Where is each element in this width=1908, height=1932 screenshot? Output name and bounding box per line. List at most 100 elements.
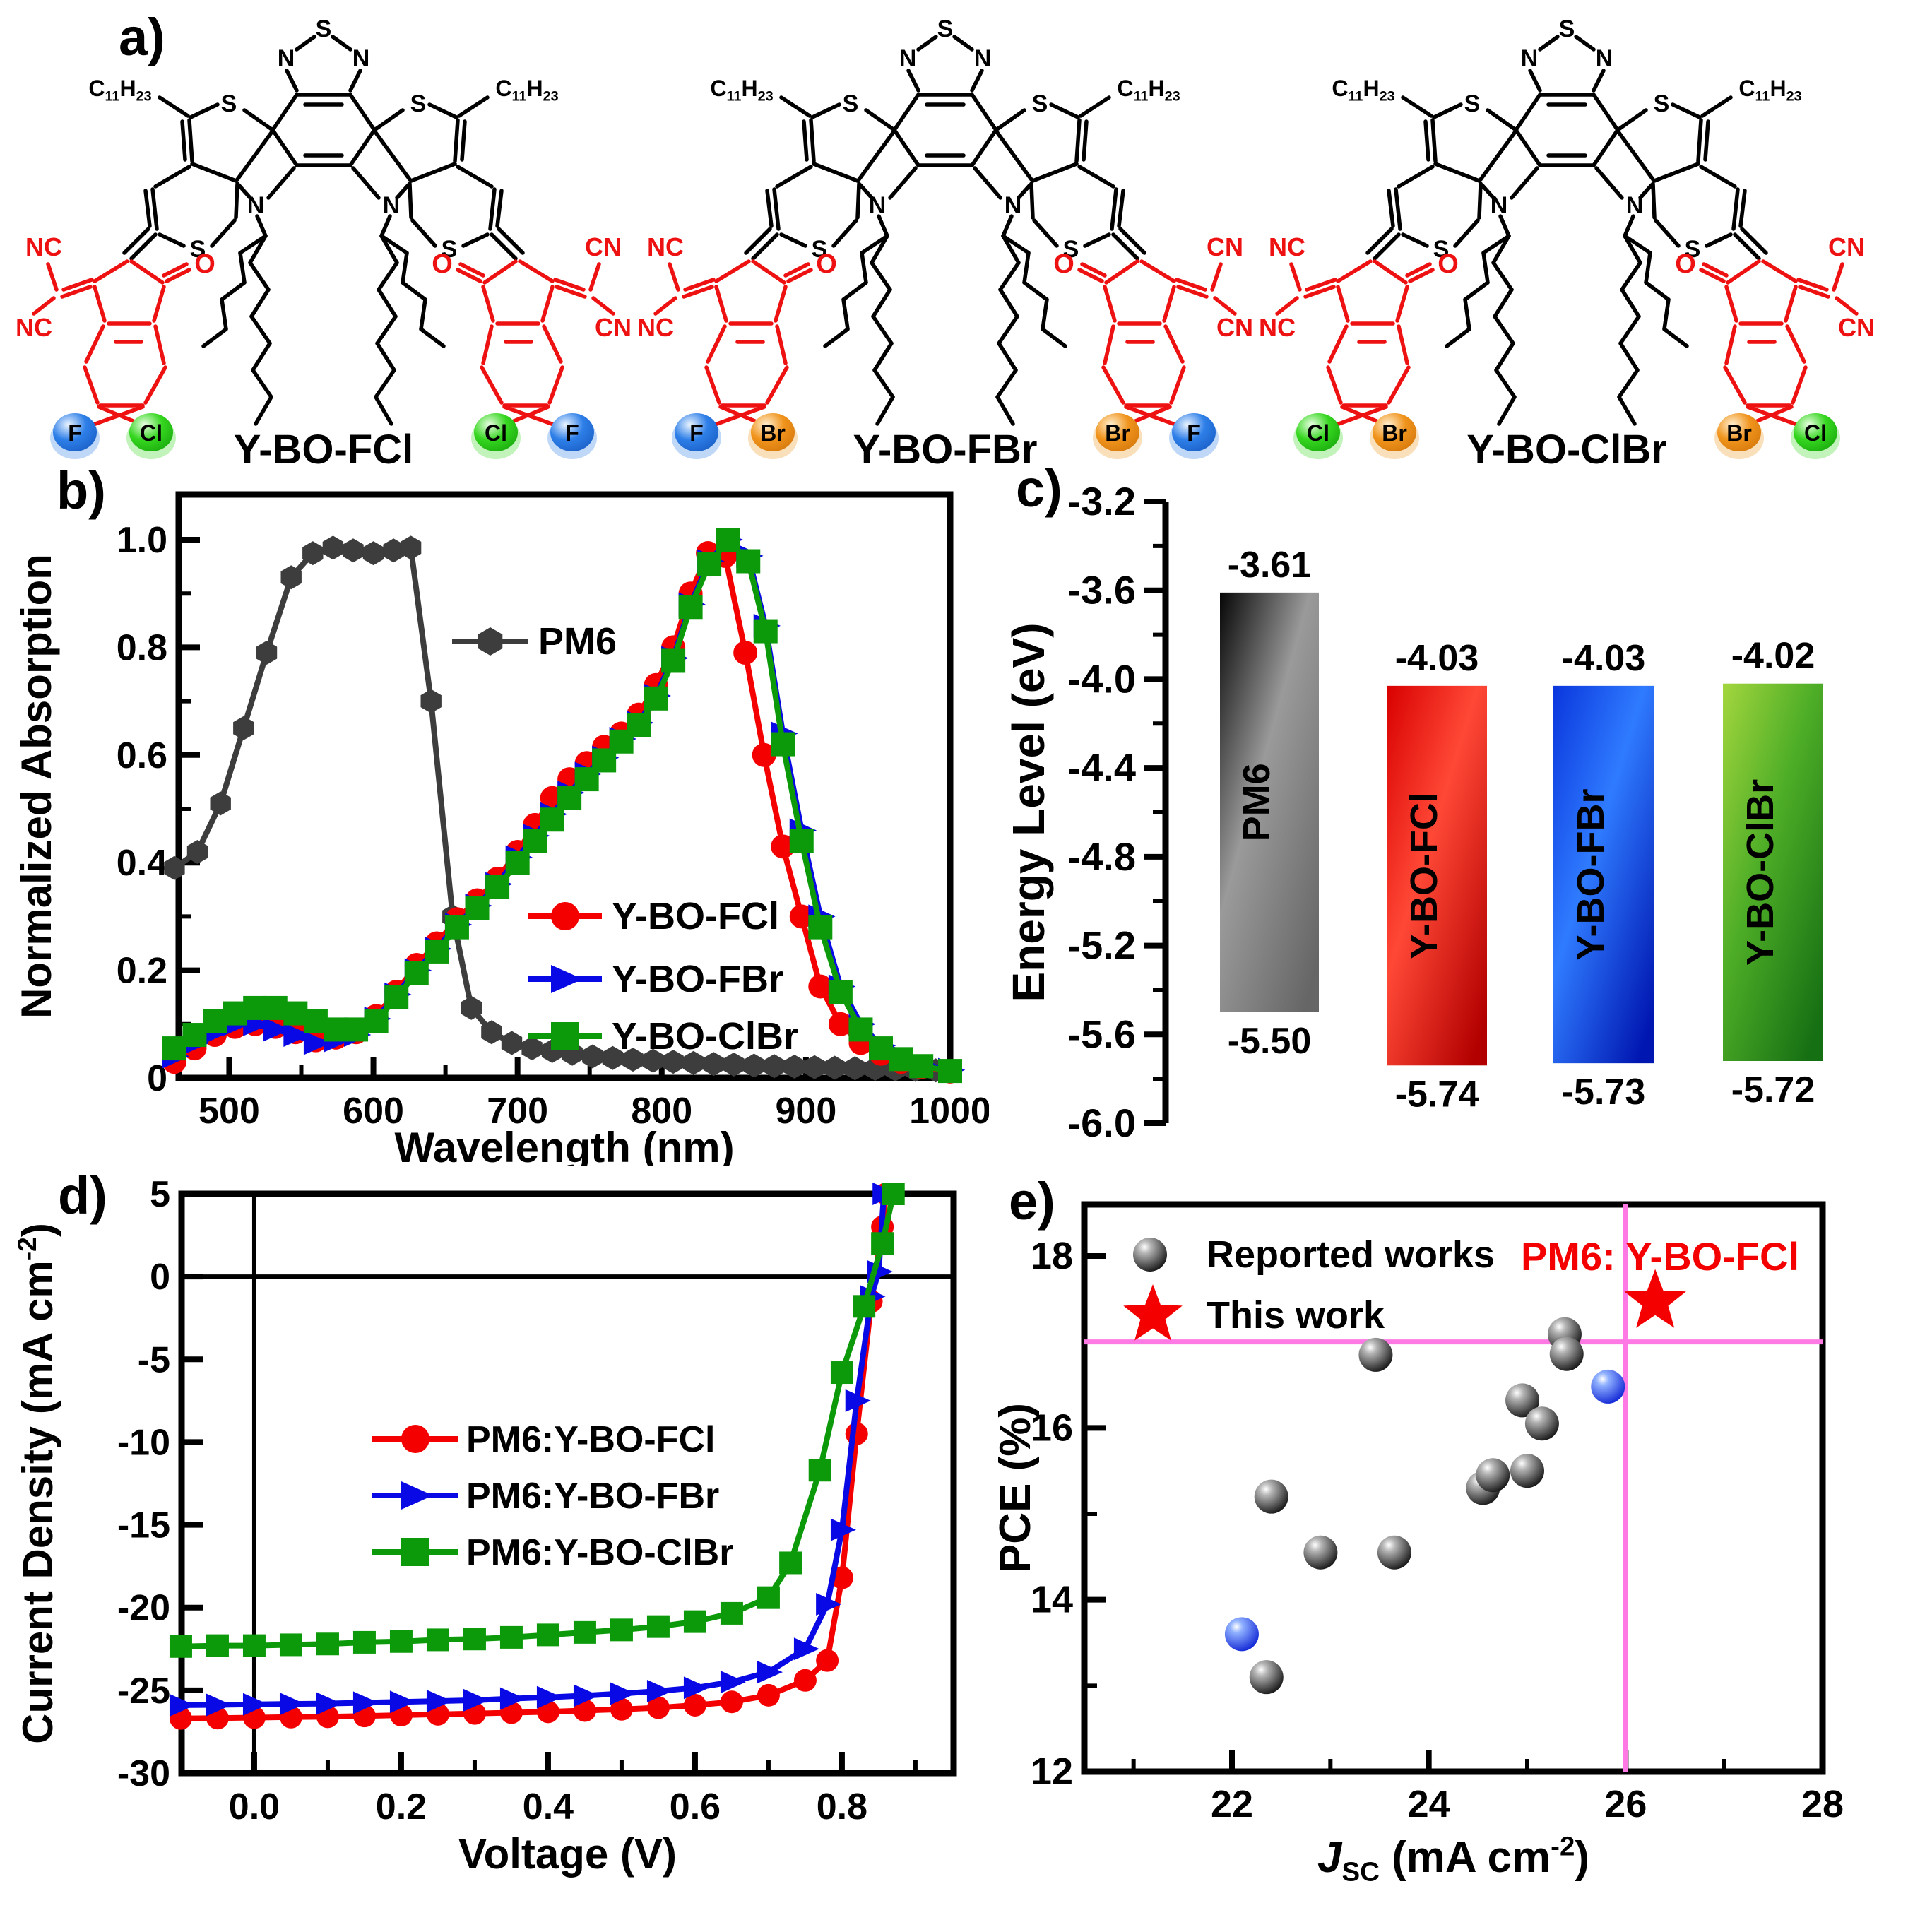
halogen-badge-F: [53, 413, 97, 451]
nitrile-group: NC: [25, 232, 62, 261]
nitrogen-atom: N: [1596, 45, 1613, 72]
x-tick-label: 0.2: [376, 1786, 427, 1827]
oxygen-atom: O: [194, 249, 215, 279]
legend-item-Y-BO-ClBr: Y-BO-ClBr: [528, 1015, 798, 1057]
oxygen-atom: O: [1438, 249, 1459, 279]
nitrogen-atom: N: [1626, 192, 1644, 219]
oxygen-atom: O: [1053, 249, 1074, 279]
sulfur-atom: S: [812, 236, 828, 263]
oxygen-atom: O: [816, 249, 837, 279]
halogen-badge-Cl: [474, 413, 518, 451]
plot-frame: [175, 491, 954, 1081]
x-tick-label: 22: [1211, 1783, 1253, 1825]
alkyl-chain-label: C11H23: [710, 76, 773, 104]
plot-frame: [178, 1190, 957, 1777]
x-tick-label: 0.4: [523, 1786, 574, 1827]
jv-curve-chart: 0.0 0.2 0.4 0.6 0.8 5 0 -5 -10 -15 -20 -25 -30 Voltag…: [12, 1174, 957, 1878]
sulfur-atom: S: [221, 90, 237, 117]
halogen-label: Cl: [140, 420, 162, 446]
halogen-badge-Br: [1373, 413, 1416, 451]
energy-tick-label: -4.4: [1068, 745, 1137, 790]
nitrogen-atom: N: [899, 45, 917, 72]
halogen-label: Cl: [485, 420, 507, 446]
x-tick-label: 28: [1801, 1783, 1844, 1825]
energy-bar-Y-BO-FCl: -4.03 -5.74 Y-BO-FCl: [1387, 638, 1487, 1115]
panel-c-label: c): [1016, 459, 1062, 518]
sulfur-atom: S: [190, 236, 206, 263]
energy-tick-label: -3.6: [1068, 568, 1137, 612]
series-Reported works: [1249, 1317, 1584, 1695]
series-PM6:Y-BO-ClBr: [169, 1183, 905, 1658]
halogen-label: Br: [1726, 420, 1752, 446]
nitrogen-atom: N: [1005, 192, 1022, 219]
y-tick-label: 0.4: [117, 843, 167, 884]
molecule-name: Y-BO-FBr: [853, 427, 1038, 467]
homo-value: -5.73: [1562, 1072, 1646, 1113]
y-tick-label: 18: [1031, 1235, 1073, 1277]
legend-item-Y-BO-FBr: Y-BO-FBr: [528, 958, 783, 1000]
halogen-badge-Cl: [129, 413, 173, 451]
x-tick-label: 1000: [909, 1091, 989, 1132]
y-tick-label: -20: [117, 1588, 170, 1629]
nitrile-group: CN: [1207, 232, 1243, 261]
series-This work: [1624, 1269, 1686, 1328]
y-tick-label: 0.2: [117, 951, 167, 992]
y-tick-label: -5: [138, 1339, 170, 1380]
halogen-badge-Br: [1096, 413, 1139, 451]
y-tick-label: 14: [1031, 1579, 1073, 1621]
halogen-label: Cl: [1307, 420, 1329, 446]
sulfur-atom: S: [843, 90, 859, 117]
y-tick-label: -15: [117, 1505, 170, 1546]
alkyl-chain-label: C11H23: [1117, 76, 1180, 104]
energy-tick-label: -6.0: [1068, 1101, 1137, 1145]
nitrile-group: CN: [585, 232, 622, 261]
lumo-value: -4.03: [1395, 638, 1479, 679]
legend-label: PM6:Y-BO-FCl: [466, 1419, 715, 1460]
halogen-label: Br: [1382, 420, 1407, 446]
nitrile-group: CN: [1838, 313, 1875, 342]
lumo-value: -4.02: [1731, 636, 1815, 677]
y-axis-label: PCE (%): [991, 1403, 1040, 1573]
legend-label: PM6: [538, 620, 617, 663]
energy-axis-label: Energy Level (eV): [1003, 622, 1054, 1002]
legend-label: PM6:Y-BO-ClBr: [466, 1532, 733, 1573]
legend-item-PM6:Y-BO-ClBr: PM6:Y-BO-ClBr: [372, 1532, 733, 1573]
y-tick-label: 16: [1031, 1406, 1073, 1449]
panel-d-label: d): [58, 1166, 107, 1225]
nitrile-group: CN: [1828, 232, 1865, 261]
panel-e-label: e): [1009, 1172, 1055, 1231]
legend-item-PM6:Y-BO-FBr: PM6:Y-BO-FBr: [372, 1476, 719, 1517]
absorption-chart: 500 600 700 800 900 100000.20.40.60.81.0Wavel…: [13, 491, 989, 1166]
halogen-label: F: [68, 420, 82, 446]
nitrogen-atom: N: [383, 192, 401, 219]
x-tick-label: 0.6: [670, 1786, 721, 1827]
bar-name: Y-BO-ClBr: [1739, 779, 1782, 966]
halogen-badge-Br: [751, 413, 795, 451]
halogen-badge-Cl: [1794, 413, 1837, 451]
sulfur-atom: S: [410, 90, 427, 117]
sulfur-atom: S: [1654, 90, 1670, 117]
x-tick-label: 500: [198, 1091, 260, 1132]
halogen-label: F: [689, 420, 704, 446]
nitrile-group: NC: [16, 313, 52, 342]
legend-label: Y-BO-FBr: [612, 958, 783, 1000]
bar-name: Y-BO-FBr: [1570, 789, 1612, 961]
molecule-name: Y-BO-FCl: [234, 427, 414, 467]
annotation-pm6-ybofcl: PM6: Y-BO-FCl: [1521, 1234, 1799, 1279]
nitrogen-atom: N: [278, 45, 295, 72]
y-tick-label: -10: [117, 1422, 170, 1463]
x-tick-label: 0.0: [229, 1786, 280, 1827]
sulfur-atom: S: [316, 16, 332, 42]
halogen-badge-F: [550, 413, 594, 451]
x-tick-label: 700: [487, 1091, 548, 1132]
homo-value: -5.50: [1228, 1021, 1312, 1062]
y-tick-label: -25: [117, 1671, 170, 1712]
nitrile-group: NC: [1269, 232, 1305, 261]
pce-jsc-chart: 22 24 26 28 12 14 16 18 JSC (mA cm-2) PCE (%) Repo…: [991, 1201, 1844, 1887]
oxygen-atom: O: [432, 249, 453, 279]
legend-reported-works: Reported works: [1207, 1233, 1495, 1276]
x-axis-label: Wavelength (nm): [394, 1124, 734, 1166]
series-Reported works (highlighted): [1224, 1369, 1625, 1652]
